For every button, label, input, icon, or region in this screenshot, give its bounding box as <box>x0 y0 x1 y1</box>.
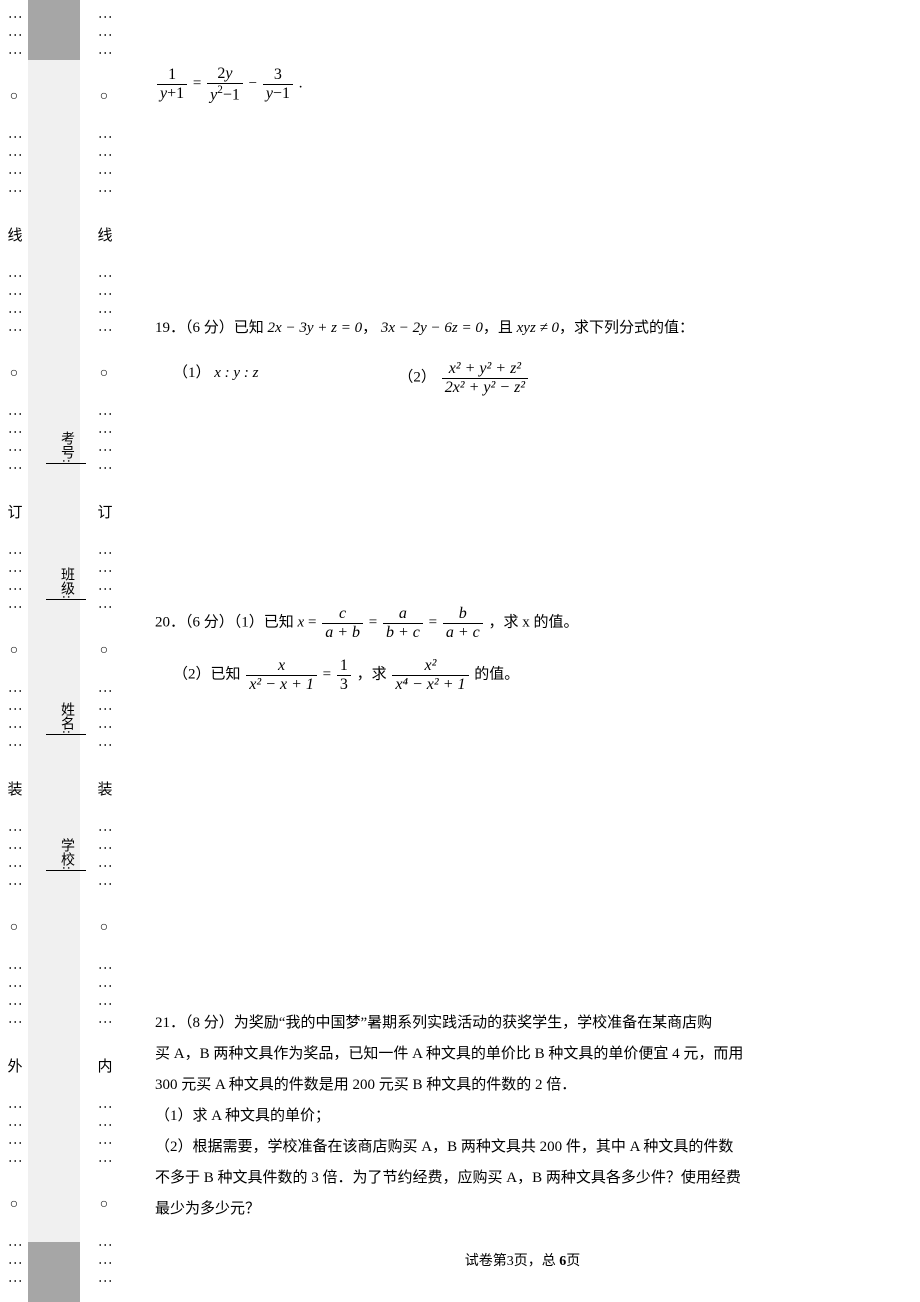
dots: ⋮⋮⋮ <box>97 10 111 64</box>
margin-dark-top <box>28 0 80 60</box>
bind-label: 订 <box>94 504 115 521</box>
dots: ⋮⋮⋮⋮ <box>7 961 21 1033</box>
circle-mark: ○ <box>10 920 18 936</box>
dots: ⋮⋮⋮⋮ <box>97 1100 111 1172</box>
bind-label: 装 <box>94 781 115 798</box>
fraction: xx² − x + 1 <box>244 657 319 693</box>
points: （8 分） <box>185 1015 234 1031</box>
dots: ⋮⋮⋮⋮ <box>7 546 21 618</box>
bind-label: 内 <box>94 1058 115 1075</box>
dots: ⋮⋮⋮⋮ <box>97 269 111 341</box>
question-number: 19 <box>155 320 170 336</box>
bind-label: 订 <box>4 504 25 521</box>
circle-mark: ○ <box>10 89 18 105</box>
dots: ⋮⋮⋮ <box>7 10 21 64</box>
subpart-2: （2） x² + y² + z² 2x² + y² − z² <box>398 360 530 396</box>
form-label-strip: 考号: 班级: 姓名: 学校: <box>52 380 80 922</box>
dots: ⋮⋮⋮⋮ <box>97 130 111 202</box>
bind-label: 线 <box>4 227 25 244</box>
underline <box>46 463 86 464</box>
question-number: 21 <box>155 1015 170 1031</box>
dots: ⋮⋮⋮⋮ <box>7 269 21 341</box>
dots: ⋮⋮⋮⋮ <box>7 1100 21 1172</box>
fraction: ab + c <box>381 605 425 641</box>
bind-label: 外 <box>4 1058 25 1075</box>
dots: ⋮⋮⋮⋮ <box>97 684 111 756</box>
bind-label: 装 <box>4 781 25 798</box>
fraction: x² + y² + z² 2x² + y² − z² <box>440 360 530 396</box>
outer-binding-column: ⋮⋮⋮ ○ ⋮⋮⋮⋮ 线 ⋮⋮⋮⋮ ○ ⋮⋮⋮⋮ 订 ⋮⋮⋮⋮ ○ ⋮⋮⋮⋮ 装… <box>0 0 28 1302</box>
question-number: 20 <box>155 615 170 631</box>
fraction: ba + c <box>441 605 485 641</box>
equation-18: 1 y+1 = 2y y2−1 − 3 y−1 . <box>155 65 890 104</box>
form-label-examno: 考号: <box>46 431 86 464</box>
dots: ⋮⋮⋮⋮ <box>97 823 111 895</box>
question-19: 19．（6 分）已知 2x − 3y + z = 0， 3x − 2y − 6z… <box>155 315 890 396</box>
points: （6 分） <box>185 615 234 631</box>
fraction: 13 <box>335 657 353 693</box>
math-expr: xyz ≠ 0 <box>517 320 559 336</box>
form-label-school: 学校: <box>46 838 86 871</box>
form-label-name: 姓名: <box>46 702 86 735</box>
dots: ⋮⋮⋮⋮ <box>7 684 21 756</box>
question-21: 21．（8 分）为奖励“我的中国梦”暑期系列实践活动的获奖学生，学校准备在某商店… <box>155 1010 890 1227</box>
circle-mark: ○ <box>100 366 108 382</box>
dots: ⋮⋮⋮⋮ <box>97 546 111 618</box>
page-footer: 试卷第3页，总 6页 <box>155 1249 890 1274</box>
bind-label: 线 <box>94 227 115 244</box>
page-number: 3 <box>507 1254 514 1269</box>
fraction: 3 y−1 <box>261 66 295 102</box>
circle-mark: ○ <box>100 920 108 936</box>
circle-mark: ○ <box>10 643 18 659</box>
circle-mark: ○ <box>100 1197 108 1213</box>
subpart-1: （1） x : y : z <box>173 360 258 396</box>
math-expr: 3x − 2y − 6z = 0 <box>381 320 483 336</box>
circle-mark: ○ <box>10 1197 18 1213</box>
dots: ⋮⋮⋮ <box>97 1238 111 1292</box>
page-content: 1 y+1 = 2y y2−1 − 3 y−1 . 19．（6 分）已知 2x … <box>155 0 890 1302</box>
circle-mark: ○ <box>100 89 108 105</box>
underline <box>46 870 86 871</box>
fraction: 2y y2−1 <box>205 65 245 104</box>
dots: ⋮⋮⋮⋮ <box>7 407 21 479</box>
dots: ⋮⋮⋮⋮ <box>97 961 111 1033</box>
dots: ⋮⋮⋮⋮ <box>7 130 21 202</box>
dots: ⋮⋮⋮⋮ <box>7 823 21 895</box>
question-20: 20．（6 分）（1）已知 x = ca + b = ab + c = ba +… <box>155 605 890 693</box>
fraction: 1 y+1 <box>155 66 189 102</box>
points: （6 分） <box>185 320 234 336</box>
dots: ⋮⋮⋮⋮ <box>97 407 111 479</box>
margin-dark-bottom <box>28 1242 80 1302</box>
underline <box>46 599 86 600</box>
circle-mark: ○ <box>10 366 18 382</box>
dots: ⋮⋮⋮ <box>7 1238 21 1292</box>
underline <box>46 734 86 735</box>
fraction: x²x⁴ − x² + 1 <box>390 657 470 693</box>
inner-binding-column: ⋮⋮⋮ ○ ⋮⋮⋮⋮ 线 ⋮⋮⋮⋮ ○ ⋮⋮⋮⋮ 订 ⋮⋮⋮⋮ ○ ⋮⋮⋮⋮ 装… <box>90 0 118 1302</box>
fraction: ca + b <box>320 605 365 641</box>
circle-mark: ○ <box>100 643 108 659</box>
form-label-class: 班级: <box>46 567 86 600</box>
math-expr: 2x − 3y + z = 0 <box>268 320 363 336</box>
